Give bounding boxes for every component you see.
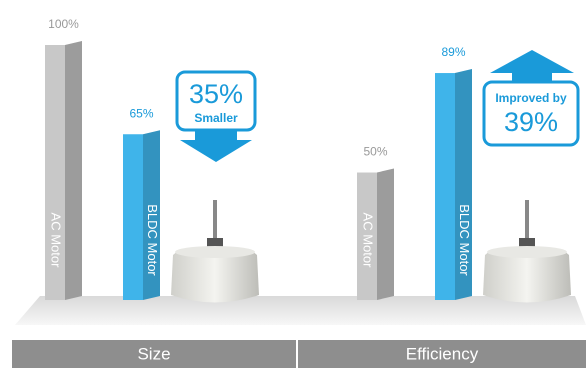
bar-side-shade <box>455 69 472 300</box>
bar <box>123 134 143 300</box>
bar-side <box>65 41 82 300</box>
bar <box>435 73 455 300</box>
label-band <box>12 340 296 368</box>
callout-box <box>482 80 580 147</box>
floor <box>15 296 586 325</box>
callout-size: 35% Smaller <box>175 70 257 162</box>
callout-value: 35% <box>189 79 243 109</box>
bar-side <box>377 168 394 300</box>
bars: 100% AC Motor 65% BLDC Motor 50% AC Motor 89% B… <box>45 17 472 300</box>
bar-label: BLDC Motor <box>457 204 472 276</box>
label-band <box>298 340 586 368</box>
value-label: 65% <box>129 106 153 120</box>
callout-box <box>175 70 257 132</box>
bar-side <box>143 130 160 300</box>
callout-efficiency: Improved by 39% <box>482 50 580 147</box>
panel-title: Size <box>137 344 170 363</box>
motor-image <box>171 200 259 303</box>
bar-side-shade <box>65 41 82 300</box>
bar-side-shade <box>377 168 394 300</box>
callout-value: 39% <box>504 107 558 137</box>
panel-title: Efficiency <box>406 344 479 363</box>
value-label: 100% <box>48 17 79 31</box>
callout-text: Improved by <box>495 91 567 105</box>
callout-text: Smaller <box>194 111 238 125</box>
bar-label: AC Motor <box>361 213 376 269</box>
value-label: 50% <box>363 145 387 159</box>
bar-side <box>455 69 472 300</box>
bar <box>45 45 65 300</box>
up-arrow <box>490 50 574 84</box>
value-label: 89% <box>441 45 465 59</box>
bar-label: BLDC Motor <box>145 204 160 276</box>
motor-image <box>483 200 571 303</box>
bar-label: AC Motor <box>49 213 64 269</box>
down-arrow <box>180 128 252 162</box>
bar <box>357 172 377 300</box>
bar-side-shade <box>143 130 160 300</box>
